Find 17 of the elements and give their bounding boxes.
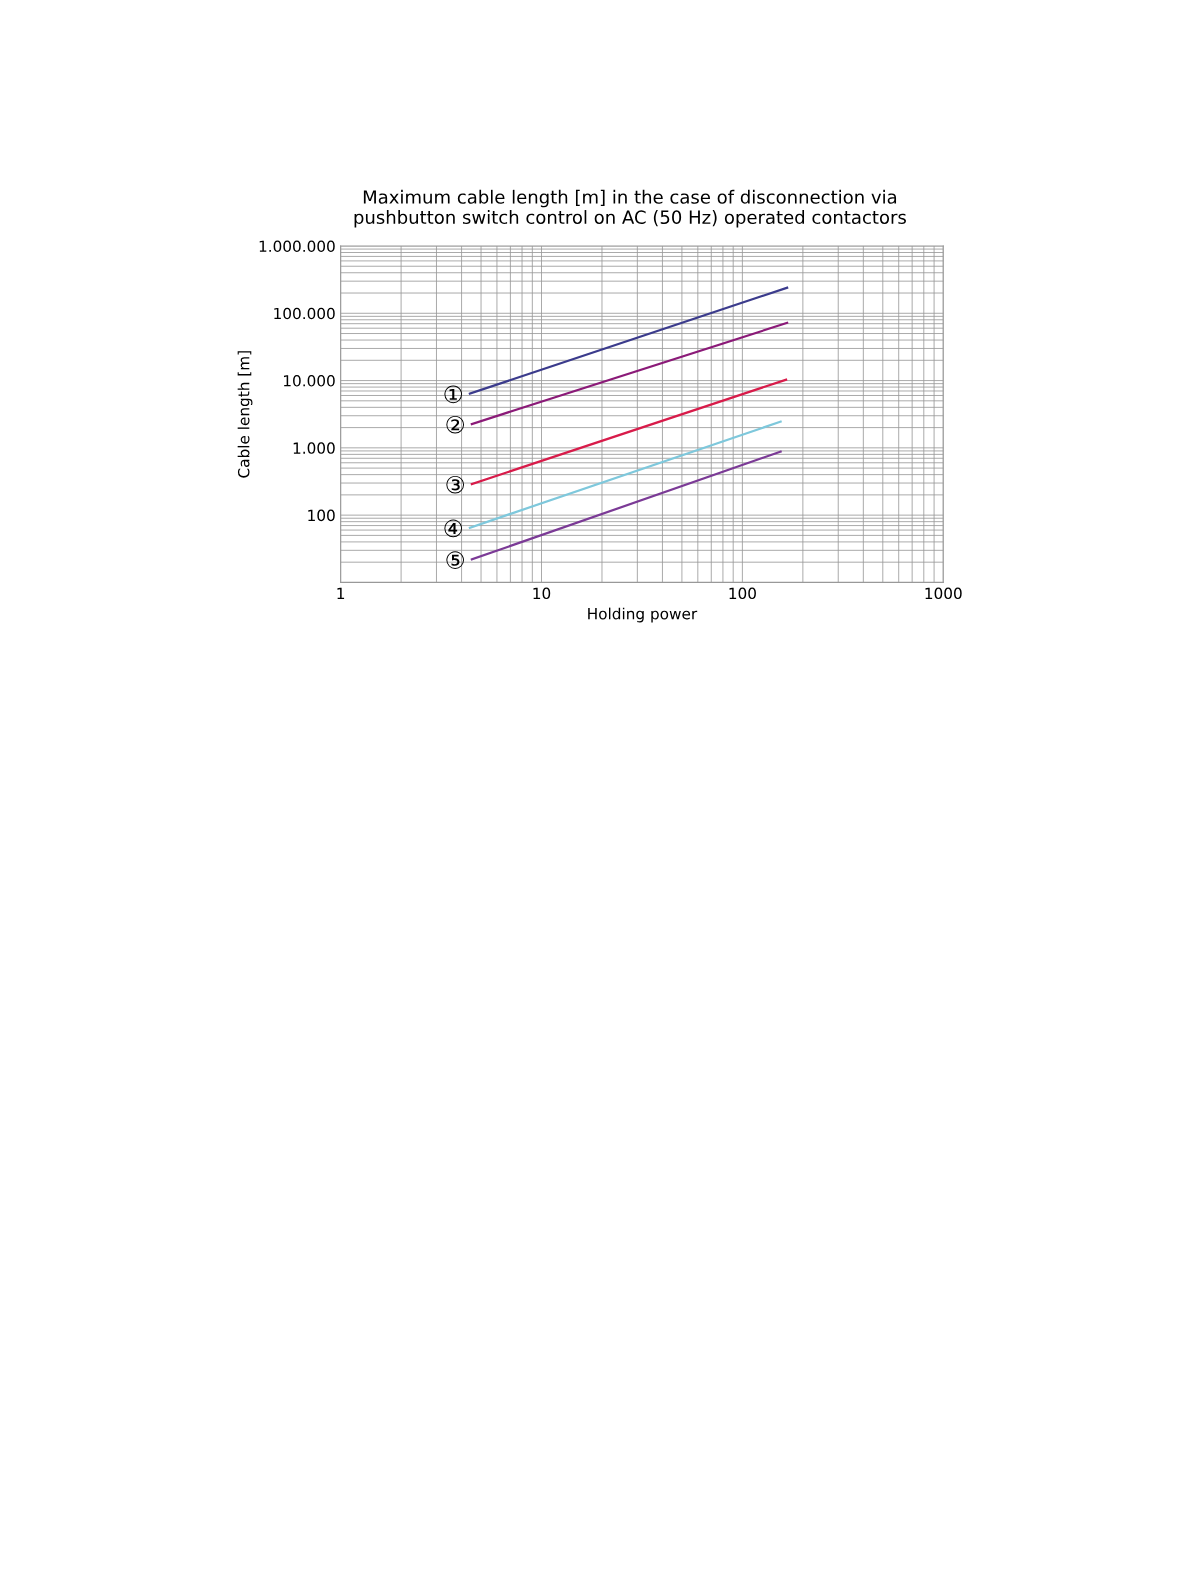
chart-title: Maximum cable length [m] in the case of disconnection via pushbutton switch control on AC (50 Hz) operated contactors [354, 189, 906, 228]
y-tick-label: 1.000.000 [259, 240, 335, 253]
y-tick-label: 1.000 [293, 442, 335, 454]
series-label: ① [444, 385, 463, 404]
x-tick-label: 10 [533, 587, 551, 600]
x-axis-title: Holding power [588, 607, 698, 623]
y-axis-title: Cable length [m] [237, 351, 253, 478]
series-label: ③ [446, 475, 465, 494]
y-tick-label: 100.000 [274, 307, 335, 320]
series-label: ④ [444, 519, 463, 538]
series-label: ② [446, 415, 465, 434]
x-tick-label: 1 [337, 587, 345, 599]
x-tick-label: 100 [729, 587, 756, 600]
y-tick-label: 10.000 [283, 375, 335, 387]
x-tick-label: 1000 [925, 587, 962, 600]
series-label: ⑤ [446, 551, 465, 569]
y-tick-label: 100 [308, 509, 335, 522]
